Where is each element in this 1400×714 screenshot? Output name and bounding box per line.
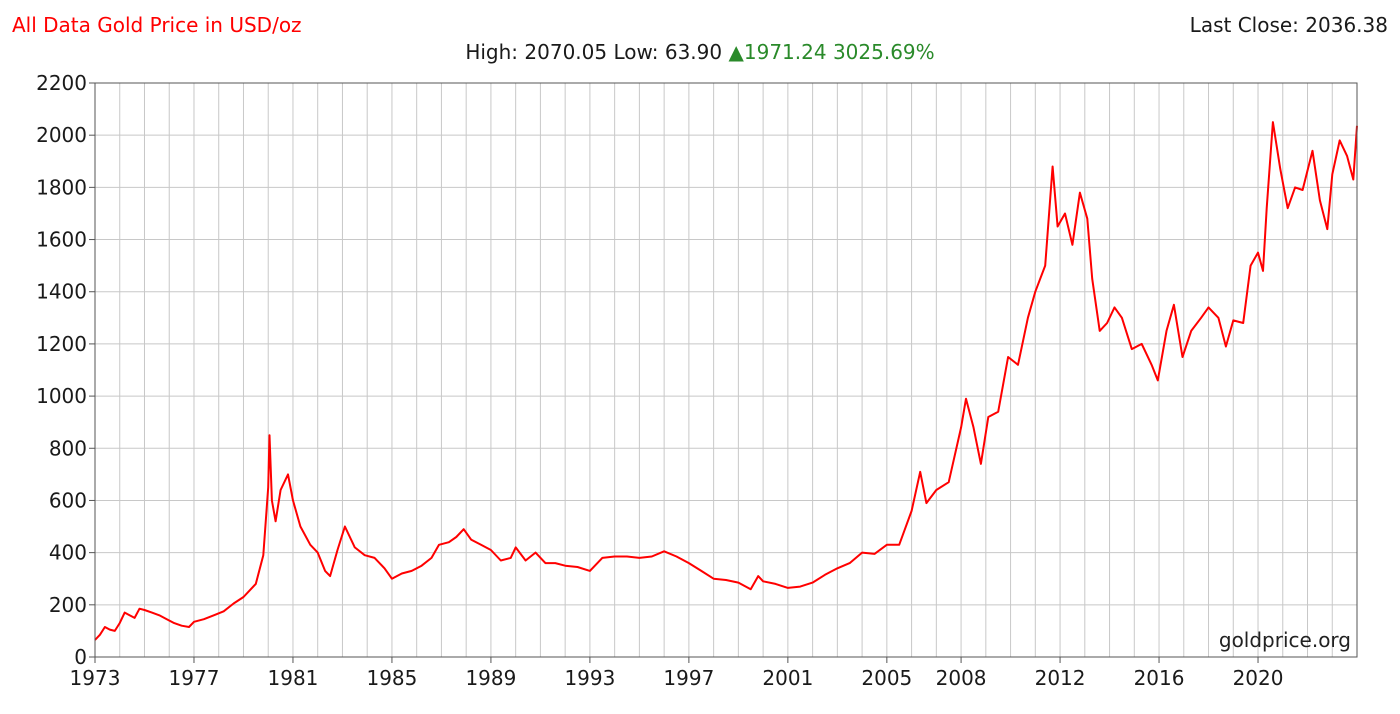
chart-title: All Data Gold Price in USD/oz bbox=[12, 13, 302, 37]
y-tick-label: 1400 bbox=[36, 280, 87, 304]
x-tick-label: 1997 bbox=[663, 666, 714, 690]
high-value: 2070.05 bbox=[524, 40, 608, 64]
y-tick-label: 2200 bbox=[36, 71, 87, 95]
x-tick-label: 2016 bbox=[1134, 666, 1185, 690]
series-line-gold-price bbox=[94, 121, 1358, 641]
y-tick-label: 1600 bbox=[36, 228, 87, 252]
x-tick-label: 1981 bbox=[268, 666, 319, 690]
y-tick-label: 1000 bbox=[36, 384, 87, 408]
y-tick-label: 2000 bbox=[36, 123, 87, 147]
change-value: 1971.24 bbox=[743, 40, 827, 64]
low-label: Low: bbox=[613, 40, 659, 64]
low-value: 63.90 bbox=[664, 40, 723, 64]
high-label: High: bbox=[465, 40, 519, 64]
y-tick-label: 400 bbox=[49, 541, 87, 565]
last-close-value: 2036.38 bbox=[1305, 13, 1388, 37]
y-tick-label: 0 bbox=[74, 645, 87, 669]
y-tick-label: 1200 bbox=[36, 332, 87, 356]
x-tick-label: 2005 bbox=[861, 666, 912, 690]
y-tick-label: 200 bbox=[49, 593, 87, 617]
change-percent: 3025.69% bbox=[832, 40, 935, 64]
x-tick-label: 1973 bbox=[70, 666, 121, 690]
x-tick-label: 2001 bbox=[762, 666, 813, 690]
x-axis: 1973 1977 1981 1985 1989 1993 1997 2001 2005 2008… bbox=[70, 657, 1284, 690]
x-tick-label: 1993 bbox=[564, 666, 615, 690]
x-tick-label: 1985 bbox=[366, 666, 417, 690]
change-up-icon: ▲ bbox=[728, 40, 744, 64]
x-tick-label: 1989 bbox=[465, 666, 516, 690]
x-tick-label: 2008 bbox=[936, 666, 987, 690]
plot-frame bbox=[94, 82, 1358, 658]
y-axis: 0 200 400 600 800 1000 1200 1400 1600 1800 2000 220… bbox=[36, 71, 95, 669]
y-tick-label: 800 bbox=[49, 436, 87, 460]
grid bbox=[95, 83, 1357, 657]
y-tick-label: 600 bbox=[49, 488, 87, 512]
watermark: goldprice.org bbox=[1219, 628, 1351, 652]
last-close-label: Last Close: bbox=[1189, 13, 1299, 37]
price-stats: High: 2070.05 Low: 63.90 ▲1971.24 3025.6… bbox=[0, 40, 1400, 64]
y-tick-label: 1800 bbox=[36, 175, 87, 199]
x-tick-label: 2012 bbox=[1035, 666, 1086, 690]
last-close: Last Close: 2036.38 bbox=[1190, 13, 1388, 37]
x-tick-label: 2020 bbox=[1233, 666, 1284, 690]
x-tick-label: 1977 bbox=[169, 666, 220, 690]
